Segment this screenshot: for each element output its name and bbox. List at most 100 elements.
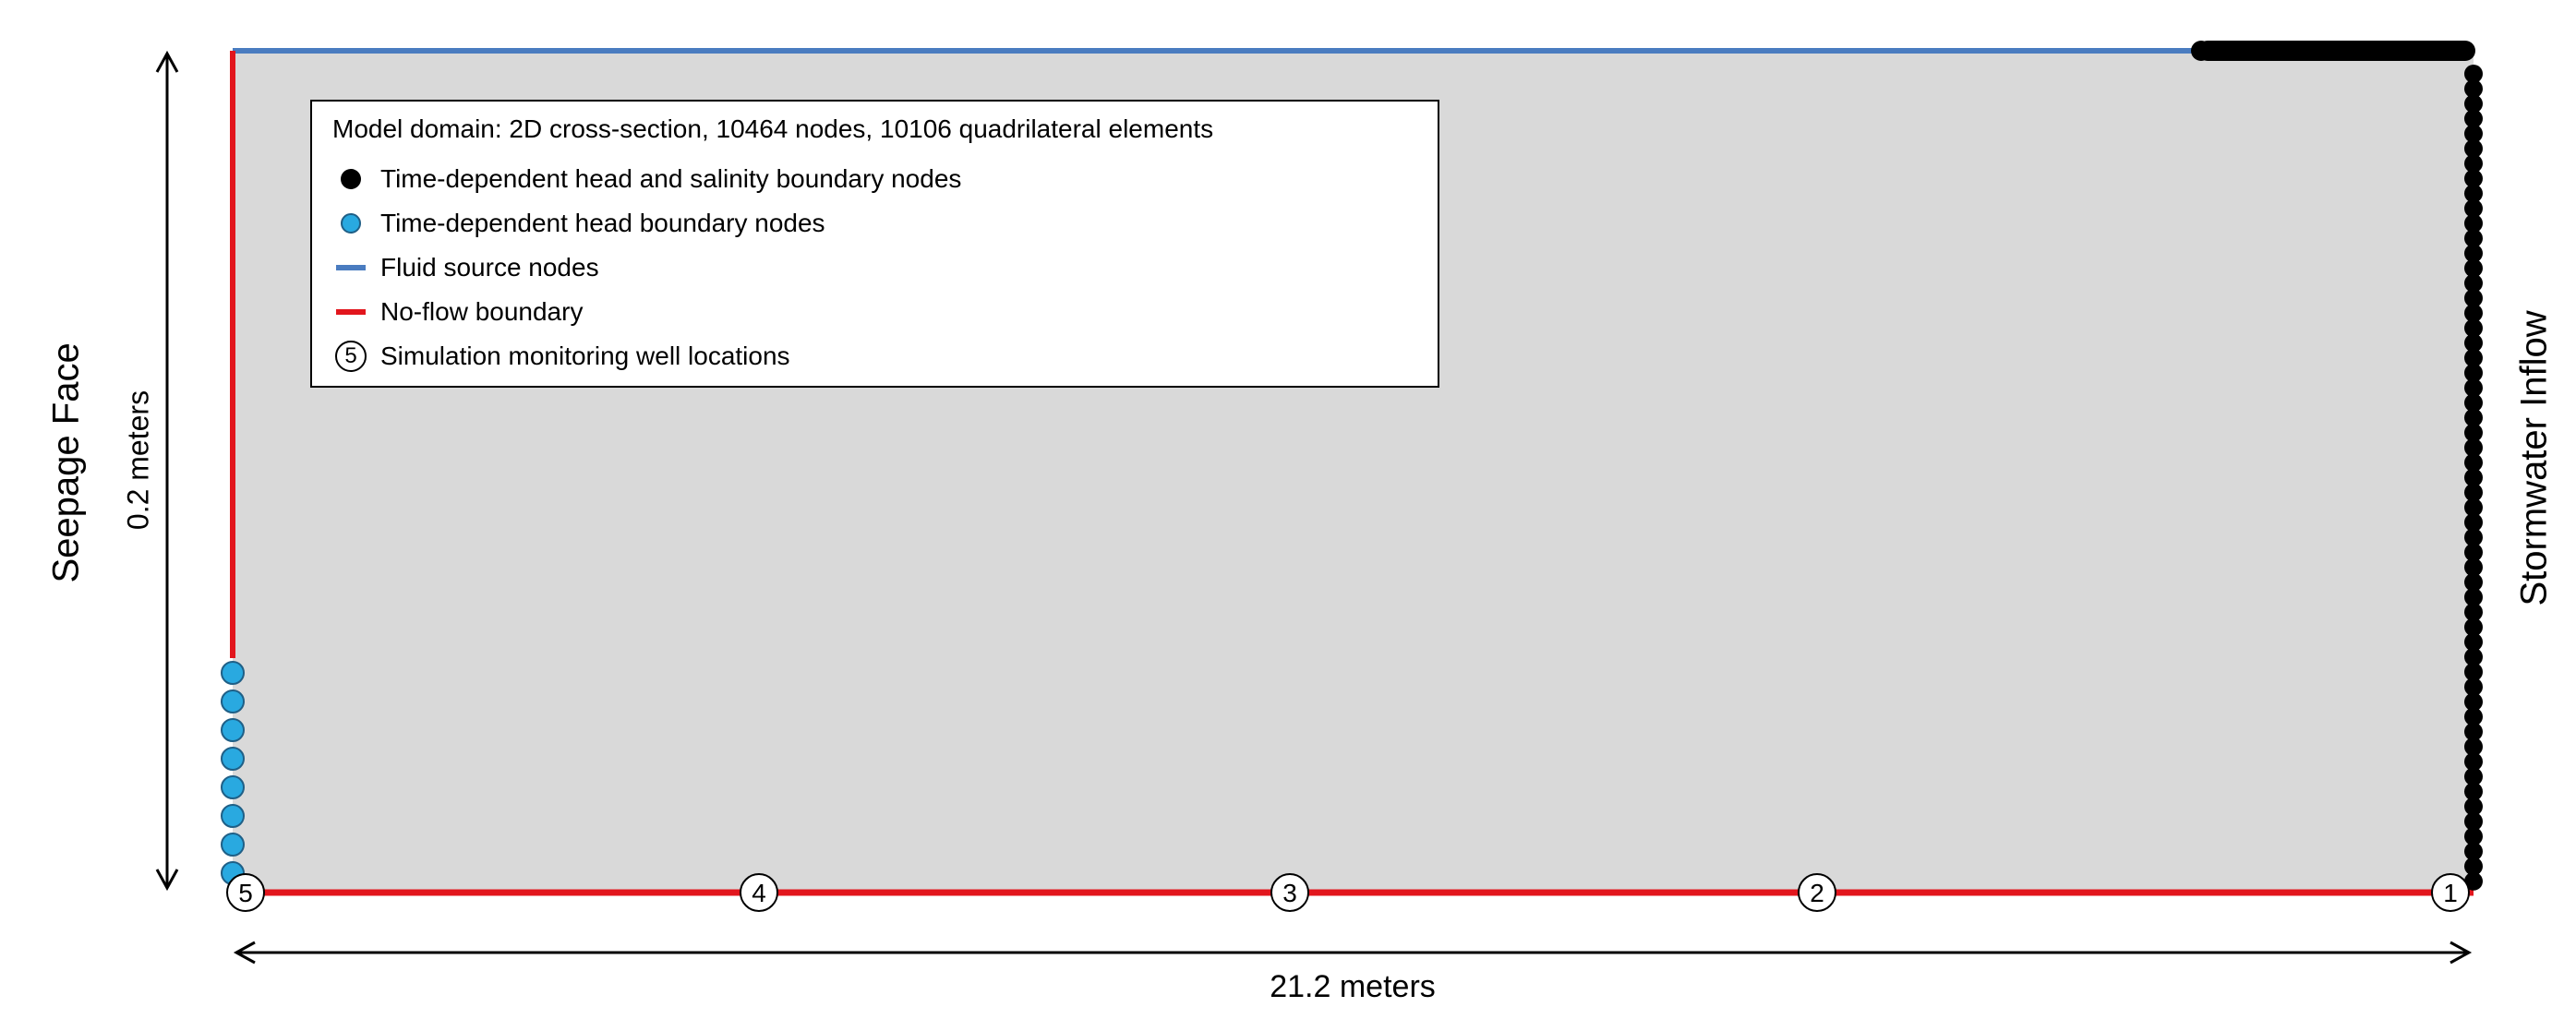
head-salinity-node: [2464, 258, 2483, 278]
head-salinity-node: [2464, 692, 2483, 712]
legend-item-fluid-source: Fluid source nodes: [332, 249, 599, 286]
monitoring-well-4: 4: [740, 873, 778, 912]
head-salinity-node: [2464, 871, 2483, 891]
legend-label: Simulation monitoring well locations: [380, 342, 790, 370]
head-salinity-node: [2464, 289, 2483, 307]
monitoring-well-number: 3: [1282, 879, 1297, 907]
legend-label: No-flow boundary: [380, 297, 584, 326]
head-salinity-node: [2464, 707, 2483, 726]
width-dimension-label: 21.2 meters: [1270, 969, 1436, 1004]
legend-item-head: Time-dependent head boundary nodes: [332, 205, 825, 242]
head-salinity-node: [2464, 393, 2483, 413]
head-salinity-node: [2464, 79, 2483, 99]
head-salinity-node: [2464, 617, 2483, 637]
head-salinity-node: [2464, 498, 2483, 517]
head-node: [221, 747, 245, 771]
head-salinity-node: [2464, 378, 2483, 398]
head-salinity-node: [2464, 198, 2483, 218]
red-line-icon: [336, 309, 366, 315]
monitoring-well-circle: [226, 873, 265, 912]
head-salinity-node: [2464, 318, 2483, 338]
monitoring-well-1: 1: [2431, 873, 2470, 912]
head-salinity-node: [2464, 124, 2483, 143]
head-salinity-node: [2464, 408, 2483, 427]
head-salinity-node: [2464, 65, 2483, 83]
monitoring-well-3: 3: [1270, 873, 1309, 912]
head-salinity-node: [2464, 513, 2483, 532]
head-salinity-node: [2464, 737, 2483, 756]
head-salinity-nodes-right: [2464, 65, 2483, 891]
height-dimension-label: 0.2 meters: [121, 390, 155, 531]
monitoring-well-5: 5: [226, 873, 265, 912]
head-salinity-node: [2464, 722, 2483, 741]
stormwater-inflow-label: Stormwater Inflow: [2513, 310, 2555, 606]
monitoring-well-number: 5: [238, 879, 253, 907]
blue-line-icon: [336, 265, 366, 270]
head-node: [221, 718, 245, 742]
head-node: [221, 775, 245, 799]
head-salinity-node: [2464, 572, 2483, 592]
head-salinity-node: [2464, 857, 2483, 876]
monitoring-well-number: 2: [1810, 879, 1824, 907]
head-salinity-nodes-top: [2191, 41, 2470, 61]
head-salinity-node: [2464, 842, 2483, 861]
head-salinity-node: [2464, 588, 2483, 606]
monitoring-well-circle: [2431, 873, 2470, 912]
head-salinity-node: [2464, 827, 2483, 846]
head-salinity-node: [2464, 812, 2483, 831]
head-salinity-node: [2464, 333, 2483, 353]
well-circle-icon: 5: [335, 341, 367, 372]
head-salinity-node: [2464, 273, 2483, 293]
legend-label: Fluid source nodes: [380, 253, 599, 282]
head-salinity-node: [2464, 663, 2483, 681]
legend-title: Model domain: 2D cross-section, 10464 no…: [332, 114, 1214, 143]
head-salinity-node: [2464, 229, 2483, 248]
head-salinity-node: [2464, 483, 2483, 502]
head-salinity-node: [2464, 453, 2483, 473]
monitoring-well-number: 1: [2443, 879, 2458, 907]
monitoring-wells: 5 4 3 2 1: [226, 873, 2470, 912]
head-salinity-node: [2464, 184, 2483, 203]
head-salinity-node: [2464, 139, 2483, 158]
head-node: [221, 804, 245, 828]
head-salinity-node: [2464, 797, 2483, 816]
head-salinity-node: [2464, 752, 2483, 772]
head-nodes-left: [221, 661, 245, 885]
head-salinity-node: [2464, 154, 2483, 174]
head-salinity-node: [2464, 438, 2483, 457]
blue-dot-icon: [341, 213, 361, 234]
head-salinity-node: [2464, 767, 2483, 786]
legend-item-monitoring-wells: 5 Simulation monitoring well locations: [332, 338, 790, 375]
head-salinity-node: [2464, 468, 2483, 487]
head-node: [221, 661, 245, 685]
monitoring-well-circle: [1798, 873, 1836, 912]
head-salinity-node: [2464, 528, 2483, 547]
head-salinity-node: [2464, 364, 2483, 382]
head-salinity-node: [2464, 169, 2483, 188]
head-salinity-node: [2464, 423, 2483, 442]
monitoring-well-number: 4: [752, 879, 766, 907]
head-salinity-node: [2464, 677, 2483, 697]
height-dimension-arrow: [155, 50, 179, 892]
head-salinity-node: [2464, 557, 2483, 577]
head-salinity-node: [2464, 348, 2483, 367]
head-salinity-node: [2464, 94, 2483, 114]
head-node: [221, 689, 245, 713]
head-salinity-node: [2464, 543, 2483, 562]
head-salinity-node: [2464, 632, 2483, 652]
head-salinity-node: [2464, 782, 2483, 801]
head-salinity-node: [2464, 603, 2483, 622]
seepage-face-label: Seepage Face: [45, 342, 87, 583]
legend-item-no-flow: No-flow boundary: [332, 294, 583, 330]
head-salinity-node: [2464, 304, 2483, 323]
monitoring-well-2: 2: [1798, 873, 1836, 912]
head-salinity-node: [2450, 41, 2470, 61]
head-node: [221, 833, 245, 857]
monitoring-well-circle: [1270, 873, 1309, 912]
legend-label: Time-dependent head and salinity boundar…: [380, 164, 962, 193]
head-salinity-node: [2464, 647, 2483, 666]
legend-item-head-salinity: Time-dependent head and salinity boundar…: [332, 161, 961, 198]
black-dot-icon: [341, 169, 361, 189]
head-salinity-node: [2464, 214, 2483, 233]
width-dimension-arrow: [233, 941, 2473, 965]
